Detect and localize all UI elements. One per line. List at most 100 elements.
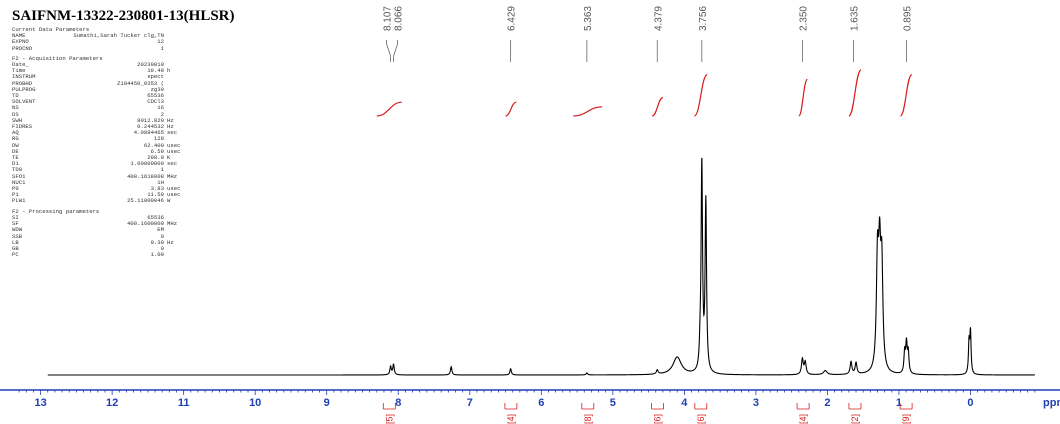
integral-curve xyxy=(899,74,913,117)
param-row: GB 0 xyxy=(12,244,187,252)
param-key: NAME xyxy=(12,32,26,40)
param-row: EXPNO 12 xyxy=(12,39,187,45)
integral-value: [6] xyxy=(696,414,706,424)
param-value: 0.30 xyxy=(150,238,164,246)
current-params-list: NAME Sumathi,Sarah Tucker clg,TN EXPNO 12 PR… xyxy=(12,32,187,52)
param-key: NUC1 xyxy=(12,178,26,186)
peak-label: 5.363 xyxy=(583,6,594,31)
processing-params-heading: F2 - Processing parameters xyxy=(12,207,100,215)
peak-label: 3.756 xyxy=(698,6,709,31)
param-row: SSB 0 xyxy=(12,232,187,240)
param-value: 12 xyxy=(157,38,164,46)
integral-value: [2] xyxy=(850,414,860,424)
param-unit: Hz xyxy=(167,238,174,246)
param-row: PULPROG zg30 xyxy=(12,85,187,93)
param-row: Time 10.40 h xyxy=(12,68,187,74)
param-value: 20230810 xyxy=(137,61,164,69)
peak-label: 4.379 xyxy=(653,6,664,31)
param-key: FIDRES xyxy=(12,123,33,131)
peak-label: 2.350 xyxy=(798,6,809,31)
param-key: EXPNO xyxy=(12,38,29,46)
integral-curve xyxy=(798,78,808,117)
integral-bracket xyxy=(504,403,518,410)
param-row: SFO1 400.1618008 MHz xyxy=(12,172,187,180)
tick-label: 1 xyxy=(896,397,902,409)
integral-value: [6] xyxy=(653,414,663,424)
param-value: 10.40 xyxy=(147,67,164,75)
param-row: P1 11.50 usec xyxy=(12,192,187,198)
integral-value-layer: [5] [4] [8] [6] [6] [4] [2] [9] xyxy=(382,403,913,424)
param-unit: W xyxy=(167,197,171,205)
param-key: SWH xyxy=(12,116,23,124)
peak-label-layer: 8.107 8.066 6.429 5.363 4.379 3.756 2.350 1.635… xyxy=(383,6,913,62)
tick-label: 11 xyxy=(178,397,190,409)
tick-label: 13 xyxy=(34,397,46,409)
integral-curve xyxy=(848,69,862,117)
param-unit: MHz xyxy=(167,172,178,180)
integral-value: [8] xyxy=(583,414,593,424)
param-row: TD0 1 xyxy=(12,167,187,173)
param-row: DS 2 xyxy=(12,110,187,118)
param-row: P0 3.83 usec xyxy=(12,185,187,193)
param-value: spect xyxy=(147,73,164,81)
integral-curve xyxy=(376,101,402,117)
param-key: D1 xyxy=(12,160,19,168)
spectrum-title: SAIFNM-13322-230801-13(HLSR) xyxy=(12,8,235,24)
param-value: 0 xyxy=(160,232,164,240)
param-row: PROBHD Z104450_0353 ( xyxy=(12,79,187,87)
peak-label-connector xyxy=(393,40,398,62)
param-unit: Hz xyxy=(167,116,174,124)
param-value: 400.1618008 xyxy=(127,172,164,180)
acquisition-params-list: Date_ 20230810 Time 10.40 h INSTRUM spect PROBH… xyxy=(12,61,187,205)
integral-bracket xyxy=(796,403,810,410)
axis-unit-label: ppm xyxy=(1043,397,1060,409)
param-row: D1 1.00000000 sec xyxy=(12,161,187,167)
param-key: P0 xyxy=(12,185,19,193)
param-key: GB xyxy=(12,244,19,252)
param-row: LB 0.30 Hz xyxy=(12,238,187,246)
param-key: PC xyxy=(12,251,19,259)
integral-bracket xyxy=(382,403,396,410)
peak-label: 0.895 xyxy=(902,6,913,31)
current-params-heading: Current Data Parameters xyxy=(12,26,90,33)
param-key: NS xyxy=(12,104,19,112)
param-key: SSB xyxy=(12,232,23,240)
param-value: 298.0 xyxy=(147,154,164,162)
tick-label: 8 xyxy=(395,397,401,409)
param-row: DW 62.400 usec xyxy=(12,141,187,149)
param-value: 128 xyxy=(153,135,164,143)
param-key: SI xyxy=(12,213,19,221)
peak-label: 8.066 xyxy=(394,6,405,31)
processing-params-list: SI 65536 SF 400.1600000 MHz WDW EM SSB 0 LB 0.30 Hz… xyxy=(12,213,187,259)
peak-label: 1.635 xyxy=(850,6,861,31)
param-key: PROBHD xyxy=(12,79,33,87)
integral-layer xyxy=(376,69,913,117)
param-value: 65536 xyxy=(147,92,164,100)
integral-curve xyxy=(505,101,517,117)
param-row: NS 16 xyxy=(12,105,187,111)
param-unit: h xyxy=(167,67,171,75)
param-unit: sec xyxy=(167,160,178,168)
param-value: 65536 xyxy=(147,213,164,221)
param-key: WDW xyxy=(12,226,23,234)
param-value: zg30 xyxy=(150,85,164,93)
param-value: 2 xyxy=(160,110,164,118)
tick-label: 12 xyxy=(106,397,118,409)
tick-label: 10 xyxy=(249,397,261,409)
param-key: AQ xyxy=(12,129,19,137)
param-value: 1 xyxy=(160,44,164,52)
param-key: SF xyxy=(12,220,19,228)
param-unit: usec xyxy=(167,147,181,155)
integral-bracket xyxy=(581,403,595,410)
param-unit: usec xyxy=(167,185,181,193)
integral-bracket xyxy=(694,403,708,410)
param-row: WDW EM xyxy=(12,227,187,233)
param-key: INSTRUM xyxy=(12,73,36,81)
param-value: Z104450_0353 ( xyxy=(117,79,164,87)
param-row: RG 128 xyxy=(12,136,187,142)
param-key: DW xyxy=(12,141,19,149)
param-value: 8012.820 xyxy=(137,116,164,124)
tick-label: 2 xyxy=(824,397,830,409)
param-value: 6.50 xyxy=(150,147,164,155)
